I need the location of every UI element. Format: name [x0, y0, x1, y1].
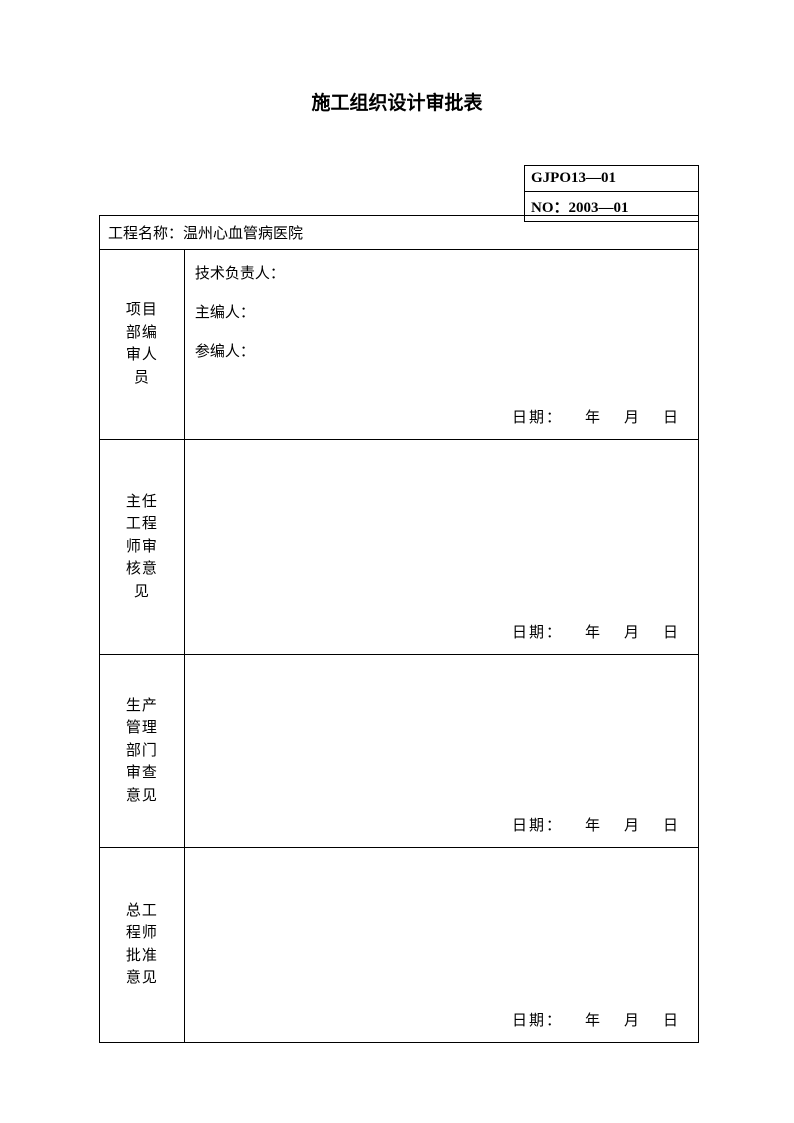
date-month: 月	[624, 1013, 641, 1029]
row-content-1: 技术负责人： 主编人： 参编人： 日期： 年 月 日	[184, 250, 698, 440]
date-label: 日期：	[512, 410, 563, 426]
label-text-2: 主任工程师审核意见	[126, 491, 158, 604]
label-text-4: 总工程师批准意见	[126, 900, 158, 990]
table-row: 项目部编审人员 技术负责人： 主编人： 参编人： 日期： 年 月 日	[100, 250, 699, 440]
row-content-3: 日期： 年 月 日	[184, 655, 698, 848]
row-content-2: 日期： 年 月 日	[184, 440, 698, 655]
date-day: 日	[663, 625, 680, 641]
project-name-label: 工程名称：	[108, 226, 183, 242]
date-line-3: 日期： 年 月 日	[512, 814, 680, 835]
date-month: 月	[624, 625, 641, 641]
label-text-3: 生产管理部门审查意见	[126, 695, 158, 808]
project-name-row: 工程名称：温州心血管病医院	[100, 216, 699, 250]
date-year: 年	[585, 1013, 602, 1029]
row-label-2: 主任工程师审核意见	[100, 440, 185, 655]
date-year: 年	[585, 410, 602, 426]
row-label-3: 生产管理部门审查意见	[100, 655, 185, 848]
field-tech-lead: 技术负责人：	[195, 262, 688, 283]
date-year: 年	[585, 625, 602, 641]
date-day: 日	[663, 410, 680, 426]
approval-table: 工程名称：温州心血管病医院 项目部编审人员 技术负责人： 主编人： 参编人： 日…	[99, 215, 699, 1043]
project-name-value: 温州心血管病医院	[183, 226, 303, 242]
row-label-1: 项目部编审人员	[100, 250, 185, 440]
date-year: 年	[585, 818, 602, 834]
code-box: GJPO13—01 NO：2003—01	[524, 165, 699, 222]
page-title: 施工组织设计审批表	[0, 0, 794, 115]
date-label: 日期：	[512, 625, 563, 641]
table-row: 主任工程师审核意见 日期： 年 月 日	[100, 440, 699, 655]
field-co-editor: 参编人：	[195, 340, 688, 361]
label-text-1: 项目部编审人员	[126, 299, 158, 389]
date-day: 日	[663, 818, 680, 834]
date-label: 日期：	[512, 818, 563, 834]
project-name-cell: 工程名称：温州心血管病医院	[100, 216, 699, 250]
row-label-4: 总工程师批准意见	[100, 848, 185, 1043]
table-row: 生产管理部门审查意见 日期： 年 月 日	[100, 655, 699, 848]
date-line-2: 日期： 年 月 日	[512, 621, 680, 642]
code-line-1: GJPO13—01	[525, 166, 698, 192]
table-row: 总工程师批准意见 日期： 年 月 日	[100, 848, 699, 1043]
date-day: 日	[663, 1013, 680, 1029]
date-month: 月	[624, 410, 641, 426]
row-content-4: 日期： 年 月 日	[184, 848, 698, 1043]
date-line-1: 日期： 年 月 日	[512, 406, 680, 427]
field-main-editor: 主编人：	[195, 301, 688, 322]
date-label: 日期：	[512, 1013, 563, 1029]
date-month: 月	[624, 818, 641, 834]
date-line-4: 日期： 年 月 日	[512, 1009, 680, 1030]
